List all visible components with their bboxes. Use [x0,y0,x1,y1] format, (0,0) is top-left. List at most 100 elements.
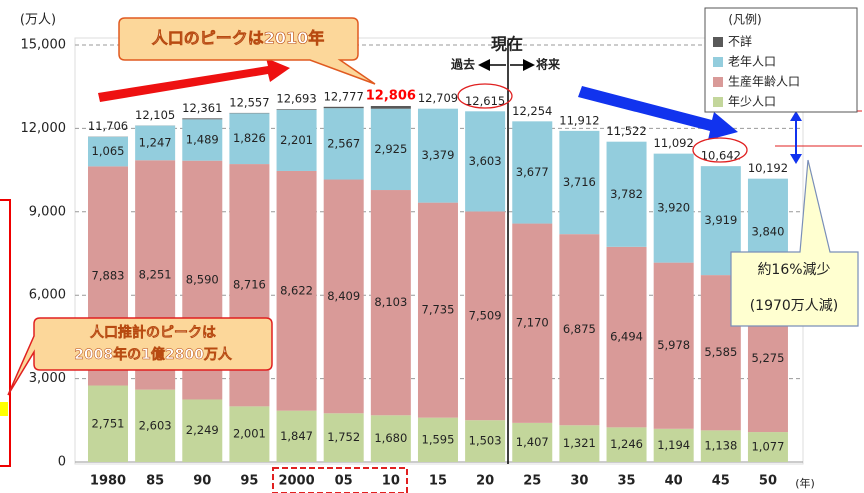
bar-segment [276,109,317,171]
segment-label: 3,920 [657,201,690,215]
legend [704,7,858,113]
bar-segment [370,415,411,462]
bar-segment [465,420,506,462]
bar-segment [417,202,458,418]
legend-label: 生産年齢人口 [728,74,800,89]
bar-segment [512,121,553,224]
total-label: 11,706 [88,119,128,133]
circle-mark [457,83,513,109]
segment-label: 2,567 [327,136,360,150]
x-tick-label: 15 [429,474,447,489]
total-label: 10,192 [748,161,788,175]
bar-segment [653,153,694,263]
segment-label: 3,782 [610,187,643,201]
total-label: 12,709 [418,91,458,105]
segment-label: 3,840 [751,225,784,239]
segment-label: 5,585 [704,345,737,359]
segment-label: 1,847 [280,429,313,443]
segment-label: 6,494 [610,330,643,344]
bar-segment [465,211,506,421]
segment-label: 7,170 [516,316,549,330]
span-head-bottom [790,154,802,164]
segment-label: 1,503 [469,434,502,448]
bar-segment [370,190,411,416]
segment-label: 2,925 [374,142,407,156]
segment-label: 1,077 [751,440,784,454]
segment-label: 1,826 [233,131,266,145]
segment-label: 3,716 [563,175,596,189]
x-tick-label: 2000 [278,474,314,489]
total-label: 12,254 [512,104,552,118]
total-label: 12,806 [366,88,416,103]
total-label: 12,693 [276,92,316,106]
segment-label: 7,883 [92,268,125,282]
bar-segment [417,108,458,203]
bar-segment [229,113,270,165]
segment-label: 3,603 [469,154,502,168]
fall-arrow [578,86,738,140]
estimate-text-1: 人口推計のピークは [90,324,216,341]
bar-segment [559,425,600,462]
bar-segment [512,223,553,423]
segment-label: 7,735 [422,303,455,317]
x-tick-label: 35 [617,474,635,489]
estimate-text-2: 2008年の1億2800万人 [74,346,233,363]
segment-label: 2,603 [139,418,172,432]
x-tick-label: 05 [335,474,353,489]
segment-label: 5,978 [657,338,690,352]
bar-segment [559,234,600,426]
segment-label: 1,194 [657,438,690,452]
segment-label: 1,407 [516,435,549,449]
segment-label: 7,509 [469,308,502,322]
highlight-box [272,467,408,493]
bar-segment [182,119,223,161]
circle-mark [692,137,748,163]
legend-swatch [713,57,723,67]
x-tick-label: 90 [193,474,211,489]
cut-box [0,199,11,467]
total-label: 12,615 [465,94,505,108]
legend-label: 年少人口 [728,95,776,109]
segment-label: 1,321 [563,436,596,450]
decline-callout [730,159,859,327]
x-tick-label: 50 [759,474,777,489]
y-tick-label: 0 [58,455,66,470]
segment-label: 6,875 [563,322,596,336]
future-label: 将来 [536,57,561,72]
bar-segment [653,428,694,462]
segment-label: 1,595 [422,432,455,446]
bar-segment [323,106,364,109]
y-tick-label: 3,000 [29,371,66,386]
bar-segment [417,417,458,462]
estimate-callout [7,317,273,396]
bar-segment [370,105,411,109]
legend-swatch [713,97,723,107]
x-tick-label: 30 [570,474,588,489]
total-label: 11,092 [654,136,694,150]
x-tick-label: 95 [240,474,258,489]
y-tick-label: 6,000 [29,288,66,303]
total-label: 12,361 [182,101,222,115]
bar-segment [606,141,647,247]
bar-segment [559,130,600,235]
bar-segment [323,108,364,180]
segment-label: 1,680 [374,431,407,445]
past-label: 過去 [450,57,475,72]
bar-segment [512,422,553,462]
legend-swatch [713,37,723,47]
bar-segment [323,413,364,462]
cut-fill [0,402,8,416]
segment-label: 3,677 [516,165,549,179]
total-label: 12,557 [229,95,269,109]
bar-segment [276,410,317,462]
legend-label: 老年人口 [728,55,776,69]
segment-label: 3,379 [422,148,455,162]
segment-label: 2,001 [233,427,266,441]
y-tick-label: 15,000 [21,38,67,53]
x-tick-label: 20 [476,474,494,489]
segment-label: 8,716 [233,278,266,292]
segment-label: 1,065 [92,144,125,158]
segment-label: 1,752 [327,430,360,444]
peak-text: 人口のピークは2010年 [152,29,325,48]
